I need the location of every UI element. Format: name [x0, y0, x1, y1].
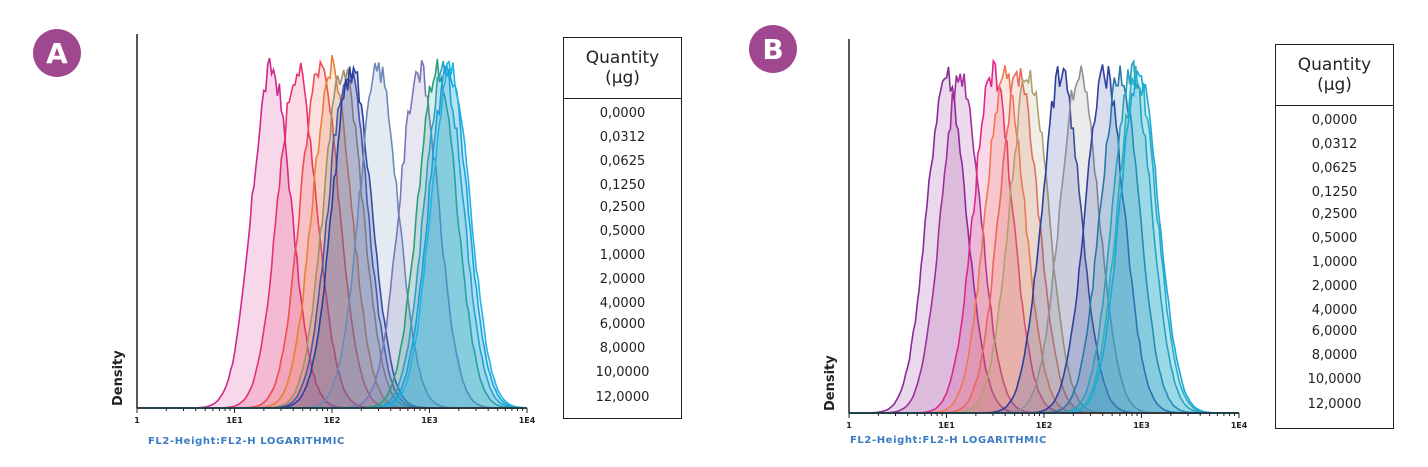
legend-entry: 0,5000: [1311, 231, 1358, 246]
legend-header: Quantity (µg): [564, 38, 681, 99]
series-area-11: [849, 61, 1239, 414]
series-group: [849, 58, 1239, 414]
legend-entry: 2,0000: [599, 272, 646, 287]
x-tick-label: 1E4: [519, 416, 536, 425]
legend-entry: 4,0000: [599, 296, 646, 311]
legend-entry: 0,0312: [1311, 137, 1358, 152]
legend-entry: 6,0000: [1311, 324, 1358, 339]
legend-entry: 12,0000: [1307, 397, 1362, 412]
legend-entry: 4,0000: [1311, 303, 1358, 318]
series-area-11: [137, 61, 527, 408]
x-tick-label: 1E2: [324, 416, 341, 425]
legend-entry: 0,0000: [599, 106, 646, 121]
histogram-chart-b: 1 1E1 1E2 1E3 1E4 FL2-Height:FL2-H LOGARITHMI…: [823, 39, 1248, 446]
series-area-7: [137, 66, 527, 408]
legend-entry: 6,0000: [599, 317, 646, 332]
x-tick-label: 1E1: [226, 416, 243, 425]
legend-table-b: Quantity (µg) 0,0000 0,0312 0,0625 0,1250 0,…: [1275, 44, 1394, 429]
legend-title-line1: Quantity: [1297, 55, 1372, 75]
legend-entry: 12,0000: [595, 390, 650, 405]
series-area-6: [849, 70, 1239, 413]
legend-title-line2: (µg): [605, 68, 640, 88]
series-area-10: [849, 65, 1239, 413]
legend-entry: 1,0000: [599, 248, 646, 263]
legend-entry: 0,0625: [599, 154, 646, 169]
x-tick-label: 1: [134, 416, 140, 425]
x-axis-title: FL2-Height:FL2-H LOGARITHMIC: [850, 435, 1047, 446]
x-tick-label: 1E2: [1036, 421, 1053, 430]
series-area-4: [137, 55, 527, 408]
legend-entry: 10,0000: [1307, 372, 1362, 387]
legend-entry: 1,0000: [1311, 255, 1358, 270]
series-area-13: [137, 61, 527, 408]
series-area-6: [137, 73, 527, 408]
series-group: [137, 55, 528, 409]
legend-entry: 2,0000: [1311, 279, 1358, 294]
series-area-7: [849, 66, 1239, 414]
legend-entry: 0,0000: [1311, 113, 1358, 128]
y-axis-title: Density: [111, 350, 126, 406]
series-area-3: [137, 61, 527, 409]
histogram-chart-a: 1 1E1 1E2 1E3 1E4 FL2-Height:FL2-H LOGARITHMI…: [111, 34, 536, 447]
x-tick-label: 1E3: [1133, 421, 1150, 430]
legend-table-a: Quantity (µg) 0,0000 0,0312 0,0625 0,1250 0,…: [563, 37, 682, 419]
series-area-5: [137, 68, 527, 409]
x-tick-label: 1E4: [1231, 421, 1248, 430]
legend-entry: 0,2500: [599, 200, 646, 215]
legend-entry: 8,0000: [1311, 348, 1358, 363]
legend-entry: 0,1250: [1311, 185, 1358, 200]
legend-entry: 0,5000: [599, 224, 646, 239]
x-tick-label: 1E1: [938, 421, 955, 430]
legend-entry: 0,0312: [599, 130, 646, 145]
panel-b-badge: B: [749, 25, 797, 73]
y-axis-title: Density: [823, 355, 838, 411]
series-area-2: [849, 73, 1239, 413]
legend-header: Quantity (µg): [1276, 45, 1393, 106]
legend-title-line1: Quantity: [585, 48, 660, 68]
legend-entry: 0,0625: [1311, 161, 1358, 176]
series-area-13: [849, 71, 1239, 414]
x-axis-title: FL2-Height:FL2-H LOGARITHMIC: [148, 436, 345, 447]
panel-a-badge: A: [33, 29, 81, 77]
legend-title-line2: (µg): [1317, 75, 1352, 95]
legend-entry: 8,0000: [599, 341, 646, 356]
legend-entry: 10,0000: [595, 365, 650, 380]
series-area-12: [137, 65, 527, 409]
x-tick-label: 1E3: [421, 416, 438, 425]
legend-entry: 0,1250: [599, 178, 646, 193]
x-tick-label: 1: [846, 421, 852, 430]
series-area-12: [849, 66, 1239, 413]
legend-entry: 0,2500: [1311, 207, 1358, 222]
